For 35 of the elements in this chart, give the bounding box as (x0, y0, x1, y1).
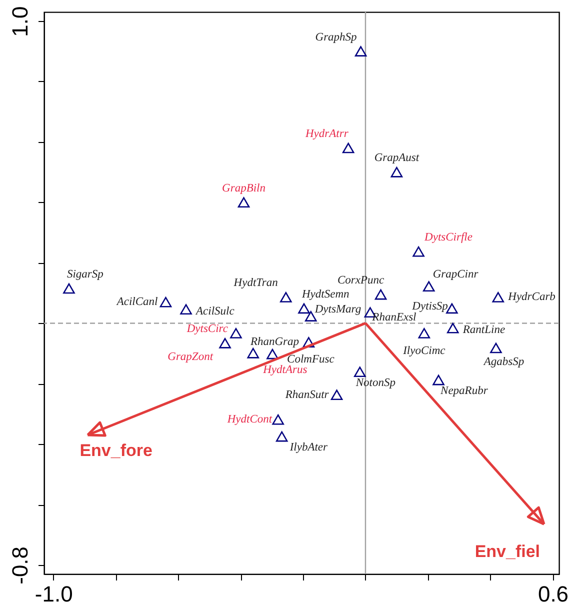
annotation: RhanGrap (249, 336, 300, 348)
annotation: RhanSutr (284, 388, 330, 401)
y-tick-label: 1.0 (8, 6, 32, 37)
annotation: DytsCirfle (424, 232, 472, 244)
y-tick-label: -0.8 (8, 546, 32, 584)
annotation: GraphSp (315, 31, 358, 44)
annotation: AcilCanl (116, 296, 158, 308)
annotation: DytsMarg (314, 303, 362, 316)
annotation: DytsCirc (186, 323, 228, 336)
annotation: HydrAtrr (304, 128, 349, 140)
annotation: GrapZont (168, 351, 214, 364)
legend-label: Env_fore (80, 441, 152, 460)
annotation: IlybAter (288, 442, 328, 454)
annotation: IlyoCimc (402, 345, 446, 358)
annotation: NotonSp (354, 376, 396, 389)
annotation: CorxPunc (337, 274, 384, 287)
annotation: ColmFusc (287, 353, 334, 366)
annotation: NepaRubr (440, 385, 488, 398)
annotation: GrapBiln (222, 182, 266, 194)
x-tick-label: -1.0 (34, 582, 73, 606)
annotation: AgabsSp (482, 356, 524, 368)
annotation: HydtCont (226, 414, 273, 426)
annotation: HydtArus (262, 364, 308, 376)
annotation: SigarSp (66, 268, 104, 280)
annotation: DytisSp (411, 300, 448, 312)
annotation: HydtTran (232, 277, 278, 290)
annotation: HydrCarb (507, 291, 556, 304)
annotation: GrapAust (374, 152, 420, 164)
legend-label: Env_fiel (474, 542, 540, 562)
annotation: HydtSemn (300, 288, 350, 300)
annotation: GrapCinr (432, 268, 479, 280)
annotation: RhanExsl (371, 311, 416, 324)
x-tick-label: 0.6 (538, 582, 569, 606)
annotation: RantLine (462, 324, 506, 336)
annotation: AcilSulc (195, 305, 234, 318)
